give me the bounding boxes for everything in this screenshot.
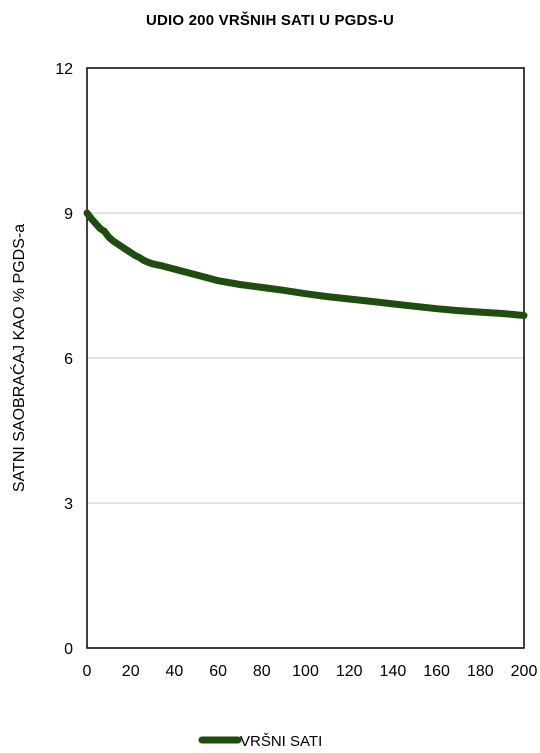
plot-area-frame — [86, 67, 525, 649]
legend: VRŠNI SATI — [198, 733, 322, 750]
x-tick-label-80: 80 — [253, 663, 271, 680]
y-axis-title: SATNI SAOBRAĆAJ KAO % PGDS-a — [9, 224, 28, 492]
x-tick-label-160: 160 — [423, 663, 450, 680]
x-axis-ticks: 0 20 40 60 80 100 120 140 160 180 200 — [83, 663, 538, 680]
x-tick-label-60: 60 — [209, 663, 227, 680]
series-layer — [83, 209, 528, 319]
grid-lines — [87, 212, 524, 504]
x-tick-label-100: 100 — [292, 663, 319, 680]
y-tick-label-0: 0 — [64, 641, 73, 658]
x-tick-label-120: 120 — [336, 663, 363, 680]
x-tick-label-180: 180 — [467, 663, 494, 680]
x-tick-label-40: 40 — [166, 663, 184, 680]
series-line-0 — [83, 209, 528, 319]
y-tick-label-3: 3 — [64, 496, 73, 513]
chart-title: UDIO 200 VRŠNIH SATI U PGDS-U — [145, 12, 395, 29]
x-tick-label-200: 200 — [511, 663, 538, 680]
legend-label-vrsni-sati: VRŠNI SATI — [240, 733, 322, 750]
y-tick-label-12: 12 — [55, 61, 73, 78]
x-tick-label-0: 0 — [83, 663, 92, 680]
x-tick-label-140: 140 — [380, 663, 407, 680]
y-axis-ticks: 0 3 6 9 12 — [55, 61, 73, 658]
x-tick-label-20: 20 — [122, 663, 140, 680]
y-tick-label-9: 9 — [64, 206, 73, 223]
y-tick-label-6: 6 — [64, 351, 73, 368]
